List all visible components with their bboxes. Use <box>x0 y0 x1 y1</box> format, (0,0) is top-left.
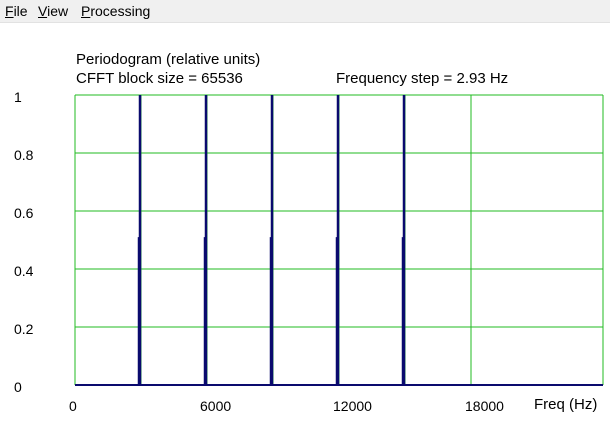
menu-view-mnemonic: V <box>38 3 48 19</box>
y-tick-label: 1 <box>14 89 22 105</box>
menu-view-label: iew <box>47 3 69 19</box>
x-tick-label: 18000 <box>465 398 504 414</box>
y-tick-label: 0.4 <box>14 263 34 279</box>
x-tick-label: 0 <box>69 398 77 414</box>
menu-file[interactable]: File <box>5 3 28 19</box>
y-tick-label: 0.2 <box>14 321 34 337</box>
x-tick-label: 12000 <box>333 398 372 414</box>
menu-processing-mnemonic: P <box>81 3 91 19</box>
menu-file-label: ile <box>13 3 28 19</box>
y-tick-label: 0.8 <box>14 147 34 163</box>
x-tick-label: 6000 <box>200 398 232 414</box>
menu-file-mnemonic: F <box>5 3 14 19</box>
y-tick-label: 0 <box>14 379 22 395</box>
menu-processing[interactable]: Processing <box>81 3 150 19</box>
chart-title: Periodogram (relative units) <box>76 51 261 68</box>
block-size-label: CFFT block size = 65536 <box>76 70 243 87</box>
menu-view[interactable]: View <box>38 3 68 19</box>
menu-processing-label: rocessing <box>90 3 151 19</box>
menu-bar: File View Processing <box>0 0 610 23</box>
y-tick-label: 0.6 <box>14 205 34 221</box>
frequency-step-label: Frequency step = 2.93 Hz <box>336 70 509 87</box>
x-axis-label: Freq (Hz) <box>534 396 598 413</box>
